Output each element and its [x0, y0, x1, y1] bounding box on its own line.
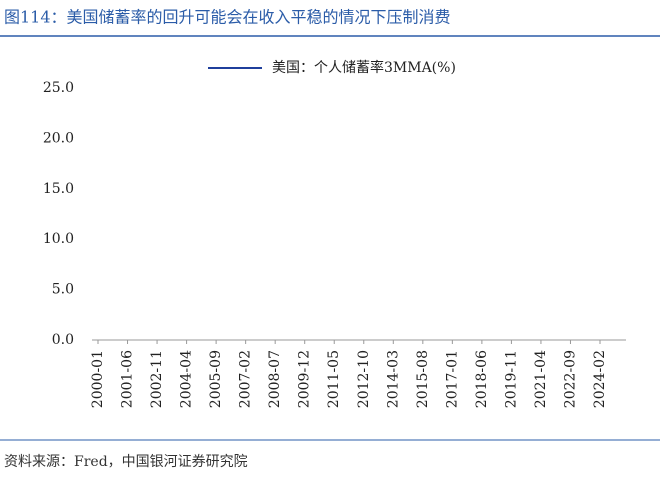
x-tick-label: 2014-03 — [385, 350, 401, 408]
x-tick-label: 2024-02 — [592, 350, 608, 408]
x-tick-label: 2022-09 — [562, 350, 578, 408]
y-tick-label: 5.0 — [52, 282, 74, 298]
x-tick-label: 2012-10 — [356, 350, 372, 408]
x-tick-label: 2011-05 — [326, 350, 342, 408]
x-tick-label: 2001-06 — [120, 350, 136, 408]
y-tick-label: 15.0 — [43, 181, 74, 197]
x-tick-label: 2000-01 — [90, 350, 106, 408]
source: 资料来源：Fred，中国银河证券研究院 — [4, 454, 248, 470]
x-tick-label: 2021-04 — [533, 350, 549, 408]
y-tick-label: 10.0 — [43, 231, 74, 247]
x-tick-label: 2017-01 — [444, 350, 460, 408]
x-tick-label: 2004-04 — [179, 350, 195, 408]
x-tick-label: 2008-07 — [267, 350, 283, 408]
x-tick-label: 2015-08 — [415, 350, 431, 408]
x-tick-label: 2007-02 — [238, 350, 254, 408]
x-tick-label: 2009-12 — [297, 350, 313, 408]
x-tick-label: 2018-06 — [474, 350, 490, 408]
x-tick-label: 2005-09 — [208, 350, 224, 408]
legend-label: 美国：个人储蓄率3MMA(%) — [272, 59, 456, 76]
y-tick-label: 20.0 — [43, 130, 74, 146]
y-tick-label: 25.0 — [43, 80, 74, 96]
chart-title: 图114：美国储蓄率的回升可能会在收入平稳的情况下压制消费 — [4, 8, 451, 27]
y-tick-label: 0.0 — [52, 332, 74, 348]
x-tick-label: 2019-11 — [503, 350, 519, 408]
x-tick-label: 2002-11 — [149, 350, 165, 408]
